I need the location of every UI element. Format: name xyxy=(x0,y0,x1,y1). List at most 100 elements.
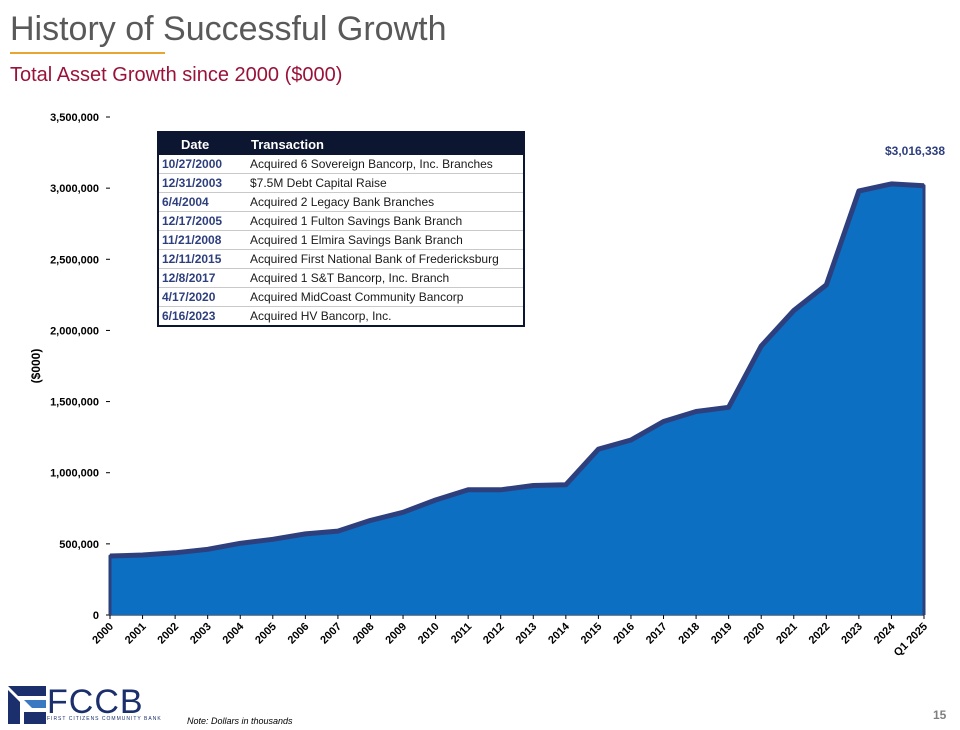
data-point xyxy=(108,554,112,558)
y-tick-label: 3,500,000 xyxy=(50,112,99,124)
table-row: 12/11/2015 Acquired First National Bank o… xyxy=(158,249,524,269)
data-point xyxy=(206,547,210,551)
transaction-description: $7.5M Debt Capital Raise xyxy=(247,173,524,193)
asset-growth-chart: 0 500,000 1,000,000 1,500,000 2,000,000 2,500… xyxy=(29,112,945,659)
data-point xyxy=(531,484,535,487)
data-point xyxy=(694,410,698,413)
transaction-description: Acquired 1 Fulton Savings Bank Branch xyxy=(247,211,524,231)
data-point xyxy=(303,532,307,536)
data-point xyxy=(271,537,275,541)
title-underline xyxy=(10,52,165,54)
x-tick-label: 2020 xyxy=(742,621,768,647)
transaction-description: Acquired First National Bank of Frederic… xyxy=(247,249,524,269)
slide-subtitle: Total Asset Growth since 2000 ($000) xyxy=(10,64,343,86)
x-tick-label: 2024 xyxy=(872,620,898,646)
data-point xyxy=(434,498,438,502)
data-point xyxy=(238,541,242,545)
x-tick-label: 2023 xyxy=(839,621,865,647)
transaction-column-header: Transaction xyxy=(247,132,524,155)
transaction-description: Acquired HV Bancorp, Inc. xyxy=(250,309,392,323)
table-row: 10/27/2000 Acquired 6 Sovereign Bancorp, … xyxy=(158,155,524,174)
x-axis: 2000 2001 2002 2003 2004 2005 2006 2007 2008 2009… xyxy=(90,615,930,659)
x-tick-label: 2001 xyxy=(123,621,149,647)
transaction-date: 6/16/2023 xyxy=(162,309,216,323)
y-axis-label: ($000) xyxy=(29,349,43,384)
x-tick-label: 2011 xyxy=(449,621,474,646)
logo-tagline: FIRST CITIZENS COMMUNITY BANK xyxy=(47,716,162,722)
x-tick-label: 2017 xyxy=(644,621,670,647)
x-tick-label: 2014 xyxy=(546,620,572,646)
asset-area-edge xyxy=(108,185,926,615)
data-point xyxy=(401,510,405,514)
x-tick-label: 2010 xyxy=(416,621,442,647)
x-tick-label: 2009 xyxy=(383,621,409,647)
x-tick-label: 2006 xyxy=(286,621,312,647)
transaction-date: 6/4/2004 xyxy=(158,192,247,212)
x-tick-label: 2018 xyxy=(676,621,702,647)
asset-series xyxy=(108,181,926,615)
x-tick-label: 2012 xyxy=(481,621,507,647)
transaction-description: Acquired 1 S&T Bancorp, Inc. Branch xyxy=(247,268,524,288)
data-point xyxy=(857,189,861,193)
y-tick-label: 2,000,000 xyxy=(50,325,99,337)
table-row: 11/21/2008 Acquired 1 Elmira Savings Bank… xyxy=(158,230,524,250)
data-point xyxy=(629,438,633,442)
transaction-table: Date Transaction 10/27/2000 Acquired 6 So… xyxy=(157,131,525,327)
x-tick-label: 2013 xyxy=(514,621,540,647)
table-row: 12/17/2005 Acquired 1 Fulton Savings Bank… xyxy=(158,211,524,231)
y-tick-label: 0 xyxy=(93,610,99,622)
data-point xyxy=(662,420,665,423)
x-tick-label: 2021 xyxy=(774,621,800,647)
data-point xyxy=(922,184,926,188)
table-row: 6/16/2023 Acquired HV Bancorp, Inc. xyxy=(158,307,524,327)
data-point xyxy=(824,283,828,287)
y-tick-label: 1,000,000 xyxy=(50,468,99,480)
slide-title: History of Successful Growth xyxy=(10,10,447,48)
transaction-date: 11/21/2008 xyxy=(158,230,247,250)
transaction-description: Acquired 2 Legacy Bank Branches xyxy=(247,192,524,212)
y-tick-label: 2,500,000 xyxy=(50,254,99,266)
x-tick-label: 2003 xyxy=(188,621,214,647)
transaction-description: Acquired 6 Sovereign Bancorp, Inc. Branc… xyxy=(247,155,524,174)
table-row: 6/4/2004 Acquired 2 Legacy Bank Branches xyxy=(158,192,524,212)
asset-line xyxy=(109,181,925,559)
x-tick-label: 2004 xyxy=(221,620,247,646)
x-tick-label: 2000 xyxy=(90,621,116,647)
transaction-date: 4/17/2020 xyxy=(158,287,247,307)
x-tick-label: 2022 xyxy=(807,621,833,647)
data-point xyxy=(466,488,470,492)
page-number: 15 xyxy=(933,708,947,722)
transaction-date: 12/17/2005 xyxy=(158,211,247,231)
data-point xyxy=(369,518,372,522)
x-tick-label: 2005 xyxy=(253,621,279,647)
logo-wordmark: FCCB xyxy=(47,683,144,721)
y-tick-label: 500,000 xyxy=(59,539,99,551)
table-row: 4/17/2020 Acquired MidCoast Community Ban… xyxy=(158,287,524,307)
data-point xyxy=(727,405,731,409)
x-tick-label: Q1 2025 xyxy=(892,621,930,659)
transaction-description: Acquired 1 Elmira Savings Bank Branch xyxy=(247,230,524,250)
data-point xyxy=(173,551,177,555)
fccb-logo-icon xyxy=(8,686,46,724)
table-row: 12/8/2017 Acquired 1 S&T Bancorp, Inc. Br… xyxy=(158,268,524,288)
transaction-date: 12/11/2015 xyxy=(158,249,247,269)
transaction-date: 12/8/2017 xyxy=(158,268,247,288)
y-tick-label: 3,000,000 xyxy=(50,183,99,195)
asset-area xyxy=(110,183,924,615)
x-tick-label: 2016 xyxy=(611,621,637,647)
date-column-header: Date xyxy=(158,132,247,155)
data-point xyxy=(141,553,145,557)
x-tick-label: 2015 xyxy=(579,621,605,647)
transaction-date: 10/27/2000 xyxy=(158,155,247,174)
latest-value-callout: $3,016,338 xyxy=(885,144,945,158)
x-tick-label: 2007 xyxy=(318,621,344,647)
data-point xyxy=(889,182,893,186)
x-tick-label: 2019 xyxy=(709,621,735,647)
transaction-description: Acquired MidCoast Community Bancorp xyxy=(247,287,524,307)
data-point xyxy=(759,344,763,348)
data-point xyxy=(499,488,503,492)
data-point xyxy=(792,309,796,312)
data-point xyxy=(336,529,340,533)
data-point xyxy=(564,483,568,487)
table-header-row: Date Transaction xyxy=(158,132,524,155)
